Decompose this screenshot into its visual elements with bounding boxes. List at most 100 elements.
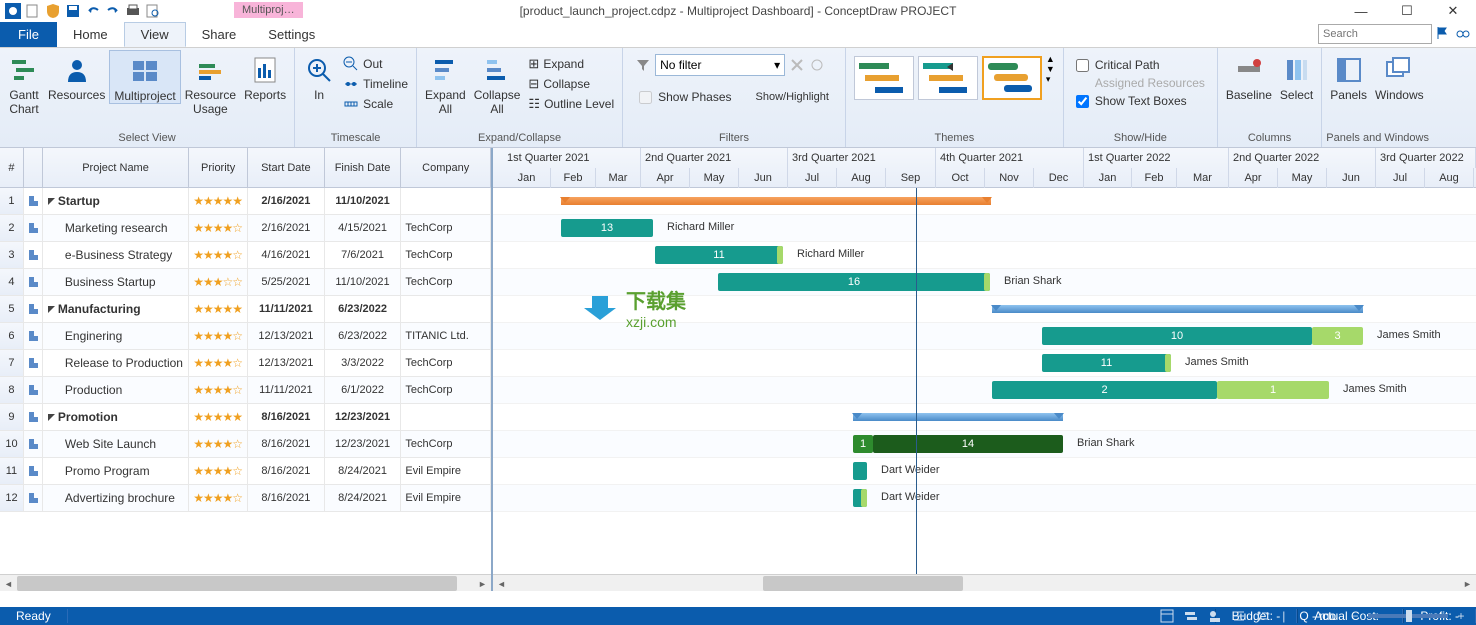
- task-bar[interactable]: 1: [853, 435, 873, 453]
- table-row[interactable]: 5Manufacturing★★★★★11/11/20216/23/2022: [0, 296, 491, 323]
- table-row[interactable]: 12Advertizing brochure★★★★☆8/16/20218/24…: [0, 485, 491, 512]
- theme-more[interactable]: ▾: [1046, 74, 1055, 85]
- table-row[interactable]: 8Production★★★★☆11/11/20216/1/2022TechCo…: [0, 377, 491, 404]
- task-bar[interactable]: 11: [1042, 354, 1171, 372]
- col-icon[interactable]: [24, 148, 43, 187]
- table-row[interactable]: 3e-Business Strategy★★★★☆4/16/20217/6/20…: [0, 242, 491, 269]
- theme-1[interactable]: [854, 56, 914, 100]
- task-bar[interactable]: 16: [718, 273, 990, 291]
- window-controls: — ☐ ✕: [1338, 0, 1476, 22]
- zoom-plus-icon[interactable]: +: [1450, 608, 1472, 624]
- table-row[interactable]: 11Promo Program★★★★☆8/16/20218/24/2021Ev…: [0, 458, 491, 485]
- table-row[interactable]: 2Marketing research★★★★☆2/16/20214/15/20…: [0, 215, 491, 242]
- main-grid: # Project Name Priority Start Date Finis…: [0, 148, 1476, 591]
- search-binoculars-icon[interactable]: [1454, 24, 1472, 42]
- home-tab[interactable]: Home: [57, 22, 124, 47]
- zoom-slider[interactable]: [1368, 614, 1448, 618]
- theme-3-selected[interactable]: [982, 56, 1042, 100]
- col-company[interactable]: Company: [401, 148, 491, 187]
- col-start[interactable]: Start Date: [248, 148, 325, 187]
- gantt-scroll-right-icon[interactable]: ►: [1459, 576, 1476, 591]
- qat-redo-icon[interactable]: [104, 2, 122, 20]
- zoom-out-button[interactable]: Out: [339, 54, 412, 74]
- summary-bar[interactable]: .gantt-row:nth-child(10) .bar-summary:be…: [853, 413, 1063, 421]
- task-bar[interactable]: 13: [561, 219, 653, 237]
- theme-down[interactable]: ▼: [1046, 64, 1055, 74]
- status-view1-icon[interactable]: [1156, 608, 1178, 624]
- file-tab[interactable]: File: [0, 22, 57, 47]
- show-textboxes-check[interactable]: Show Text Boxes: [1072, 92, 1191, 110]
- qat-undo-icon[interactable]: [84, 2, 102, 20]
- task-bar[interactable]: 3: [1312, 327, 1363, 345]
- theme-up[interactable]: ▲: [1046, 54, 1055, 64]
- scroll-left-icon[interactable]: ◄: [0, 576, 17, 591]
- status-bar: Ready Budget: - Actual Cost: - Profit: -…: [0, 607, 1476, 625]
- timeline-button[interactable]: Timeline: [339, 74, 412, 94]
- task-bar[interactable]: 10: [1042, 327, 1312, 345]
- qat-save-icon[interactable]: [64, 2, 82, 20]
- zoom-minus-icon[interactable]: −: [1344, 608, 1366, 624]
- status-view4-icon[interactable]: [1228, 608, 1250, 624]
- baseline-button[interactable]: Baseline: [1222, 50, 1276, 102]
- col-name[interactable]: Project Name: [43, 148, 189, 187]
- zoom-in-icon: [303, 54, 335, 86]
- search-flag-icon[interactable]: [1434, 24, 1452, 42]
- status-view3-icon[interactable]: [1204, 608, 1226, 624]
- scroll-thumb[interactable]: [17, 576, 457, 591]
- qat-print-icon[interactable]: [124, 2, 142, 20]
- task-bar[interactable]: 1: [1217, 381, 1329, 399]
- qat-shield-icon[interactable]: [44, 2, 62, 20]
- task-bar[interactable]: 11: [655, 246, 783, 264]
- windows-button[interactable]: Windows: [1371, 50, 1428, 102]
- collapse-all-button[interactable]: Collapse All: [470, 50, 525, 117]
- resources-button[interactable]: Resources: [44, 50, 109, 102]
- resource-usage-button[interactable]: Resource Usage: [181, 50, 240, 117]
- qat-new-icon[interactable]: [24, 2, 42, 20]
- status-view5-icon[interactable]: [1252, 608, 1274, 624]
- view-tab[interactable]: View: [124, 22, 186, 47]
- critical-path-check[interactable]: Critical Path: [1072, 56, 1164, 74]
- task-bar[interactable]: 14: [873, 435, 1063, 453]
- panels-button[interactable]: Panels: [1326, 50, 1371, 102]
- select-columns-button[interactable]: Select: [1276, 50, 1317, 102]
- status-view2-icon[interactable]: [1180, 608, 1202, 624]
- task-bar[interactable]: 2: [992, 381, 1217, 399]
- search-input[interactable]: [1318, 24, 1432, 44]
- table-row[interactable]: 7Release to Production★★★★☆12/13/20213/3…: [0, 350, 491, 377]
- summary-bar[interactable]: .gantt-row:nth-child(6) .bar-summary:bef…: [992, 305, 1363, 313]
- table-hscroll[interactable]: ◄ ►: [0, 574, 491, 591]
- gantt-body[interactable]: .gantt-row:nth-child(2) .bar-summary:bef…: [493, 188, 1476, 574]
- multiproject-button[interactable]: Multiproject: [109, 50, 180, 104]
- col-priority[interactable]: Priority: [189, 148, 248, 187]
- table-row[interactable]: 6Enginering★★★★☆12/13/20216/23/2022TITAN…: [0, 323, 491, 350]
- gantt-scroll-left-icon[interactable]: ◄: [493, 576, 510, 591]
- minimize-button[interactable]: —: [1338, 0, 1384, 22]
- reports-button[interactable]: Reports: [240, 50, 290, 102]
- qat-preview-icon[interactable]: [144, 2, 162, 20]
- expand-all-button[interactable]: Expand All: [421, 50, 470, 117]
- filter-combo[interactable]: No filter▾: [655, 54, 785, 76]
- close-button[interactable]: ✕: [1430, 0, 1476, 22]
- summary-bar[interactable]: .gantt-row:nth-child(2) .bar-summary:bef…: [561, 197, 991, 205]
- document-tab-badge[interactable]: Multiproj…: [234, 2, 303, 18]
- col-num[interactable]: #: [0, 148, 24, 187]
- gantt-scroll-thumb[interactable]: [763, 576, 963, 591]
- share-tab[interactable]: Share: [186, 22, 253, 47]
- col-finish[interactable]: Finish Date: [325, 148, 402, 187]
- scale-button[interactable]: Scale: [339, 94, 412, 114]
- zoom-in-button[interactable]: In: [299, 50, 339, 102]
- scroll-right-icon[interactable]: ►: [474, 576, 491, 591]
- qat-app-icon[interactable]: [4, 2, 22, 20]
- table-row[interactable]: 10Web Site Launch★★★★☆8/16/202112/23/202…: [0, 431, 491, 458]
- settings-tab[interactable]: Settings: [252, 22, 331, 47]
- table-row[interactable]: 4Business Startup★★★☆☆5/25/202111/10/202…: [0, 269, 491, 296]
- task-bar[interactable]: [853, 462, 867, 480]
- outline-level-button[interactable]: ☷Outline Level: [524, 94, 618, 114]
- theme-2[interactable]: [918, 56, 978, 100]
- gantt-chart-button[interactable]: Gantt Chart: [4, 50, 44, 117]
- table-row[interactable]: 1Startup★★★★★2/16/202111/10/2021: [0, 188, 491, 215]
- maximize-button[interactable]: ☐: [1384, 0, 1430, 22]
- table-row[interactable]: 9Promotion★★★★★8/16/202112/23/2021: [0, 404, 491, 431]
- gantt-hscroll[interactable]: ◄ ►: [493, 574, 1476, 591]
- collapse-all-icon: [481, 54, 513, 86]
